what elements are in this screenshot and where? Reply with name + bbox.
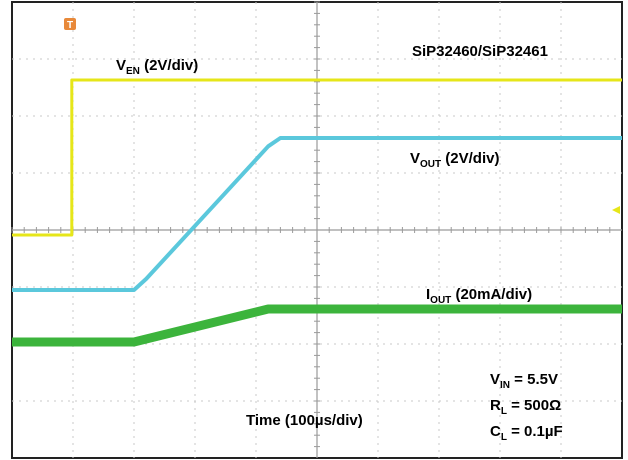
chart-title: SiP32460/SiP32461 bbox=[412, 43, 548, 60]
legend-ven: VEN (2V/div) bbox=[116, 57, 198, 77]
trigger-marker: T bbox=[64, 18, 76, 31]
legend-vout: VOUT (2V/div) bbox=[410, 150, 499, 170]
condition-rl: RL = 500Ω bbox=[490, 397, 561, 417]
legend-iout: IOUT (20mA/div) bbox=[426, 286, 532, 306]
x-axis-label: Time (100µs/div) bbox=[246, 412, 363, 429]
trigger-marker-label: T bbox=[67, 20, 73, 31]
condition-cl: CL = 0.1µF bbox=[490, 423, 563, 443]
channel-level-marker bbox=[612, 206, 620, 214]
trace-v-out bbox=[12, 136, 622, 292]
traces bbox=[12, 78, 622, 347]
condition-vin: VIN = 5.5V bbox=[490, 371, 558, 391]
trace-i-out bbox=[12, 304, 622, 347]
trace-v-en bbox=[12, 78, 622, 237]
grid bbox=[11, 1, 622, 458]
